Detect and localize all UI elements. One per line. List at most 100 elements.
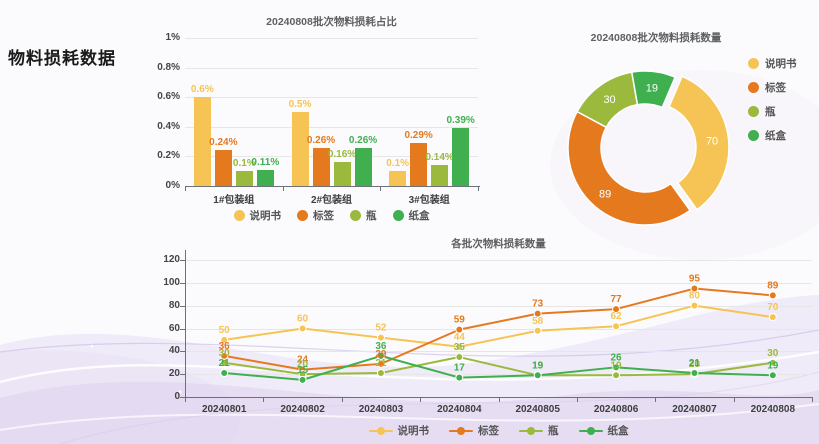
data-point[interactable]	[768, 371, 777, 380]
data-point[interactable]	[768, 291, 777, 300]
x-axis-label: 2#包装组	[310, 195, 353, 206]
y-axis-label: 0%	[165, 180, 180, 191]
data-point[interactable]	[612, 322, 621, 331]
grid-line	[185, 67, 478, 69]
data-point[interactable]	[533, 371, 542, 380]
legend-label: 标签	[765, 82, 786, 94]
legend-label: 瓶	[366, 210, 377, 222]
legend-item[interactable]: 瓶	[519, 423, 559, 438]
data-point[interactable]	[298, 375, 307, 384]
bar[interactable]	[256, 170, 274, 186]
series-line[interactable]	[224, 287, 773, 371]
data-point[interactable]	[612, 305, 621, 314]
legend-item[interactable]: 说明书	[233, 208, 281, 223]
bar-value-label: 0.39%	[446, 115, 475, 126]
bar-value-label: 0.6%	[190, 84, 214, 95]
bar-chart-legend: 说明书 标签 瓶 纸盒	[185, 208, 478, 223]
axis-tick	[576, 397, 578, 402]
legend-swatch-icon	[748, 130, 759, 141]
data-point[interactable]	[612, 363, 621, 372]
x-axis-label: 20240808	[750, 404, 796, 415]
legend-line-icon	[368, 426, 393, 435]
series-line[interactable]	[224, 304, 773, 348]
legend-label: 瓶	[548, 425, 559, 437]
bar[interactable]	[354, 148, 372, 186]
legend-label: 纸盒	[765, 130, 786, 142]
legend-item[interactable]: 瓶	[350, 208, 377, 223]
bar[interactable]	[214, 150, 232, 186]
legend-label: 纸盒	[408, 210, 430, 222]
legend-item[interactable]: 标签	[297, 208, 334, 223]
data-point[interactable]	[690, 369, 699, 378]
point-value-label: 17	[454, 363, 466, 374]
data-point[interactable]	[220, 335, 229, 344]
data-point[interactable]	[376, 369, 385, 378]
data-point[interactable]	[690, 284, 699, 293]
data-point[interactable]	[220, 369, 229, 378]
bar-value-label: 0.24%	[209, 137, 238, 148]
donut-chart-legend: 说明书 标签瓶纸盒	[748, 56, 797, 143]
bar[interactable]	[333, 162, 351, 186]
pie-slice[interactable]	[630, 70, 677, 109]
legend-item[interactable]: 瓶	[748, 104, 797, 119]
bar[interactable]	[235, 171, 253, 186]
bar[interactable]	[291, 112, 309, 186]
axis-tick	[733, 397, 735, 402]
grid-line	[185, 282, 812, 284]
point-value-label: 19	[611, 360, 623, 371]
legend-swatch-icon	[748, 82, 759, 93]
pie-slice[interactable]	[668, 75, 730, 211]
data-point[interactable]	[612, 371, 621, 380]
legend-item[interactable]: 纸盒	[578, 423, 629, 438]
data-point[interactable]	[533, 309, 542, 318]
point-value-label: 19	[532, 360, 544, 371]
axis-tick	[180, 374, 185, 376]
data-point[interactable]	[690, 301, 699, 310]
series-line[interactable]	[224, 356, 773, 377]
x-axis-label: 20240802	[280, 404, 325, 415]
legend-item[interactable]: 纸盒	[392, 208, 430, 223]
data-point[interactable]	[220, 358, 229, 367]
data-point[interactable]	[455, 353, 464, 362]
grid-line	[185, 156, 478, 158]
pie-slice[interactable]	[567, 110, 692, 226]
legend-item[interactable]: 标签	[449, 423, 499, 438]
bar[interactable]	[312, 148, 330, 186]
bar[interactable]	[452, 128, 470, 186]
bar[interactable]	[431, 165, 449, 186]
bar-value-label: 0.16%	[327, 149, 357, 160]
data-point[interactable]	[768, 358, 777, 367]
point-value-label: 44	[454, 332, 466, 343]
legend-line-dot	[586, 426, 595, 435]
data-point[interactable]	[768, 313, 777, 322]
series-line[interactable]	[224, 354, 773, 381]
y-axis-label: 0	[174, 391, 180, 402]
pie-slice-label: 89	[599, 188, 611, 200]
point-value-label: 21	[375, 358, 387, 369]
data-point[interactable]	[298, 324, 307, 333]
data-point[interactable]	[376, 333, 385, 342]
legend-item[interactable]: 说明书	[748, 56, 797, 71]
point-value-label: 70	[767, 302, 779, 313]
bar[interactable]	[389, 171, 407, 186]
data-point[interactable]	[533, 326, 542, 335]
data-point[interactable]	[376, 351, 385, 360]
legend-swatch-icon	[748, 106, 759, 117]
legend-line-icon	[519, 426, 543, 435]
data-point[interactable]	[455, 342, 464, 351]
data-point[interactable]	[455, 325, 464, 334]
legend-item[interactable]: 纸盒	[748, 128, 797, 143]
axis-tick	[180, 397, 185, 398]
legend-item[interactable]: 说明书	[368, 423, 429, 438]
legend-item[interactable]: 标签	[748, 80, 797, 95]
point-value-label: 20	[297, 359, 309, 370]
y-axis-label: 20	[168, 368, 180, 380]
point-value-label: 73	[532, 299, 544, 310]
bar[interactable]	[410, 143, 428, 186]
data-point[interactable]	[455, 373, 464, 382]
point-value-label: 59	[454, 315, 466, 326]
data-point[interactable]	[376, 359, 385, 368]
point-value-label: 24	[297, 355, 309, 366]
line-chart-title: 各批次物料损耗数量	[451, 238, 546, 250]
bar[interactable]	[193, 97, 211, 186]
